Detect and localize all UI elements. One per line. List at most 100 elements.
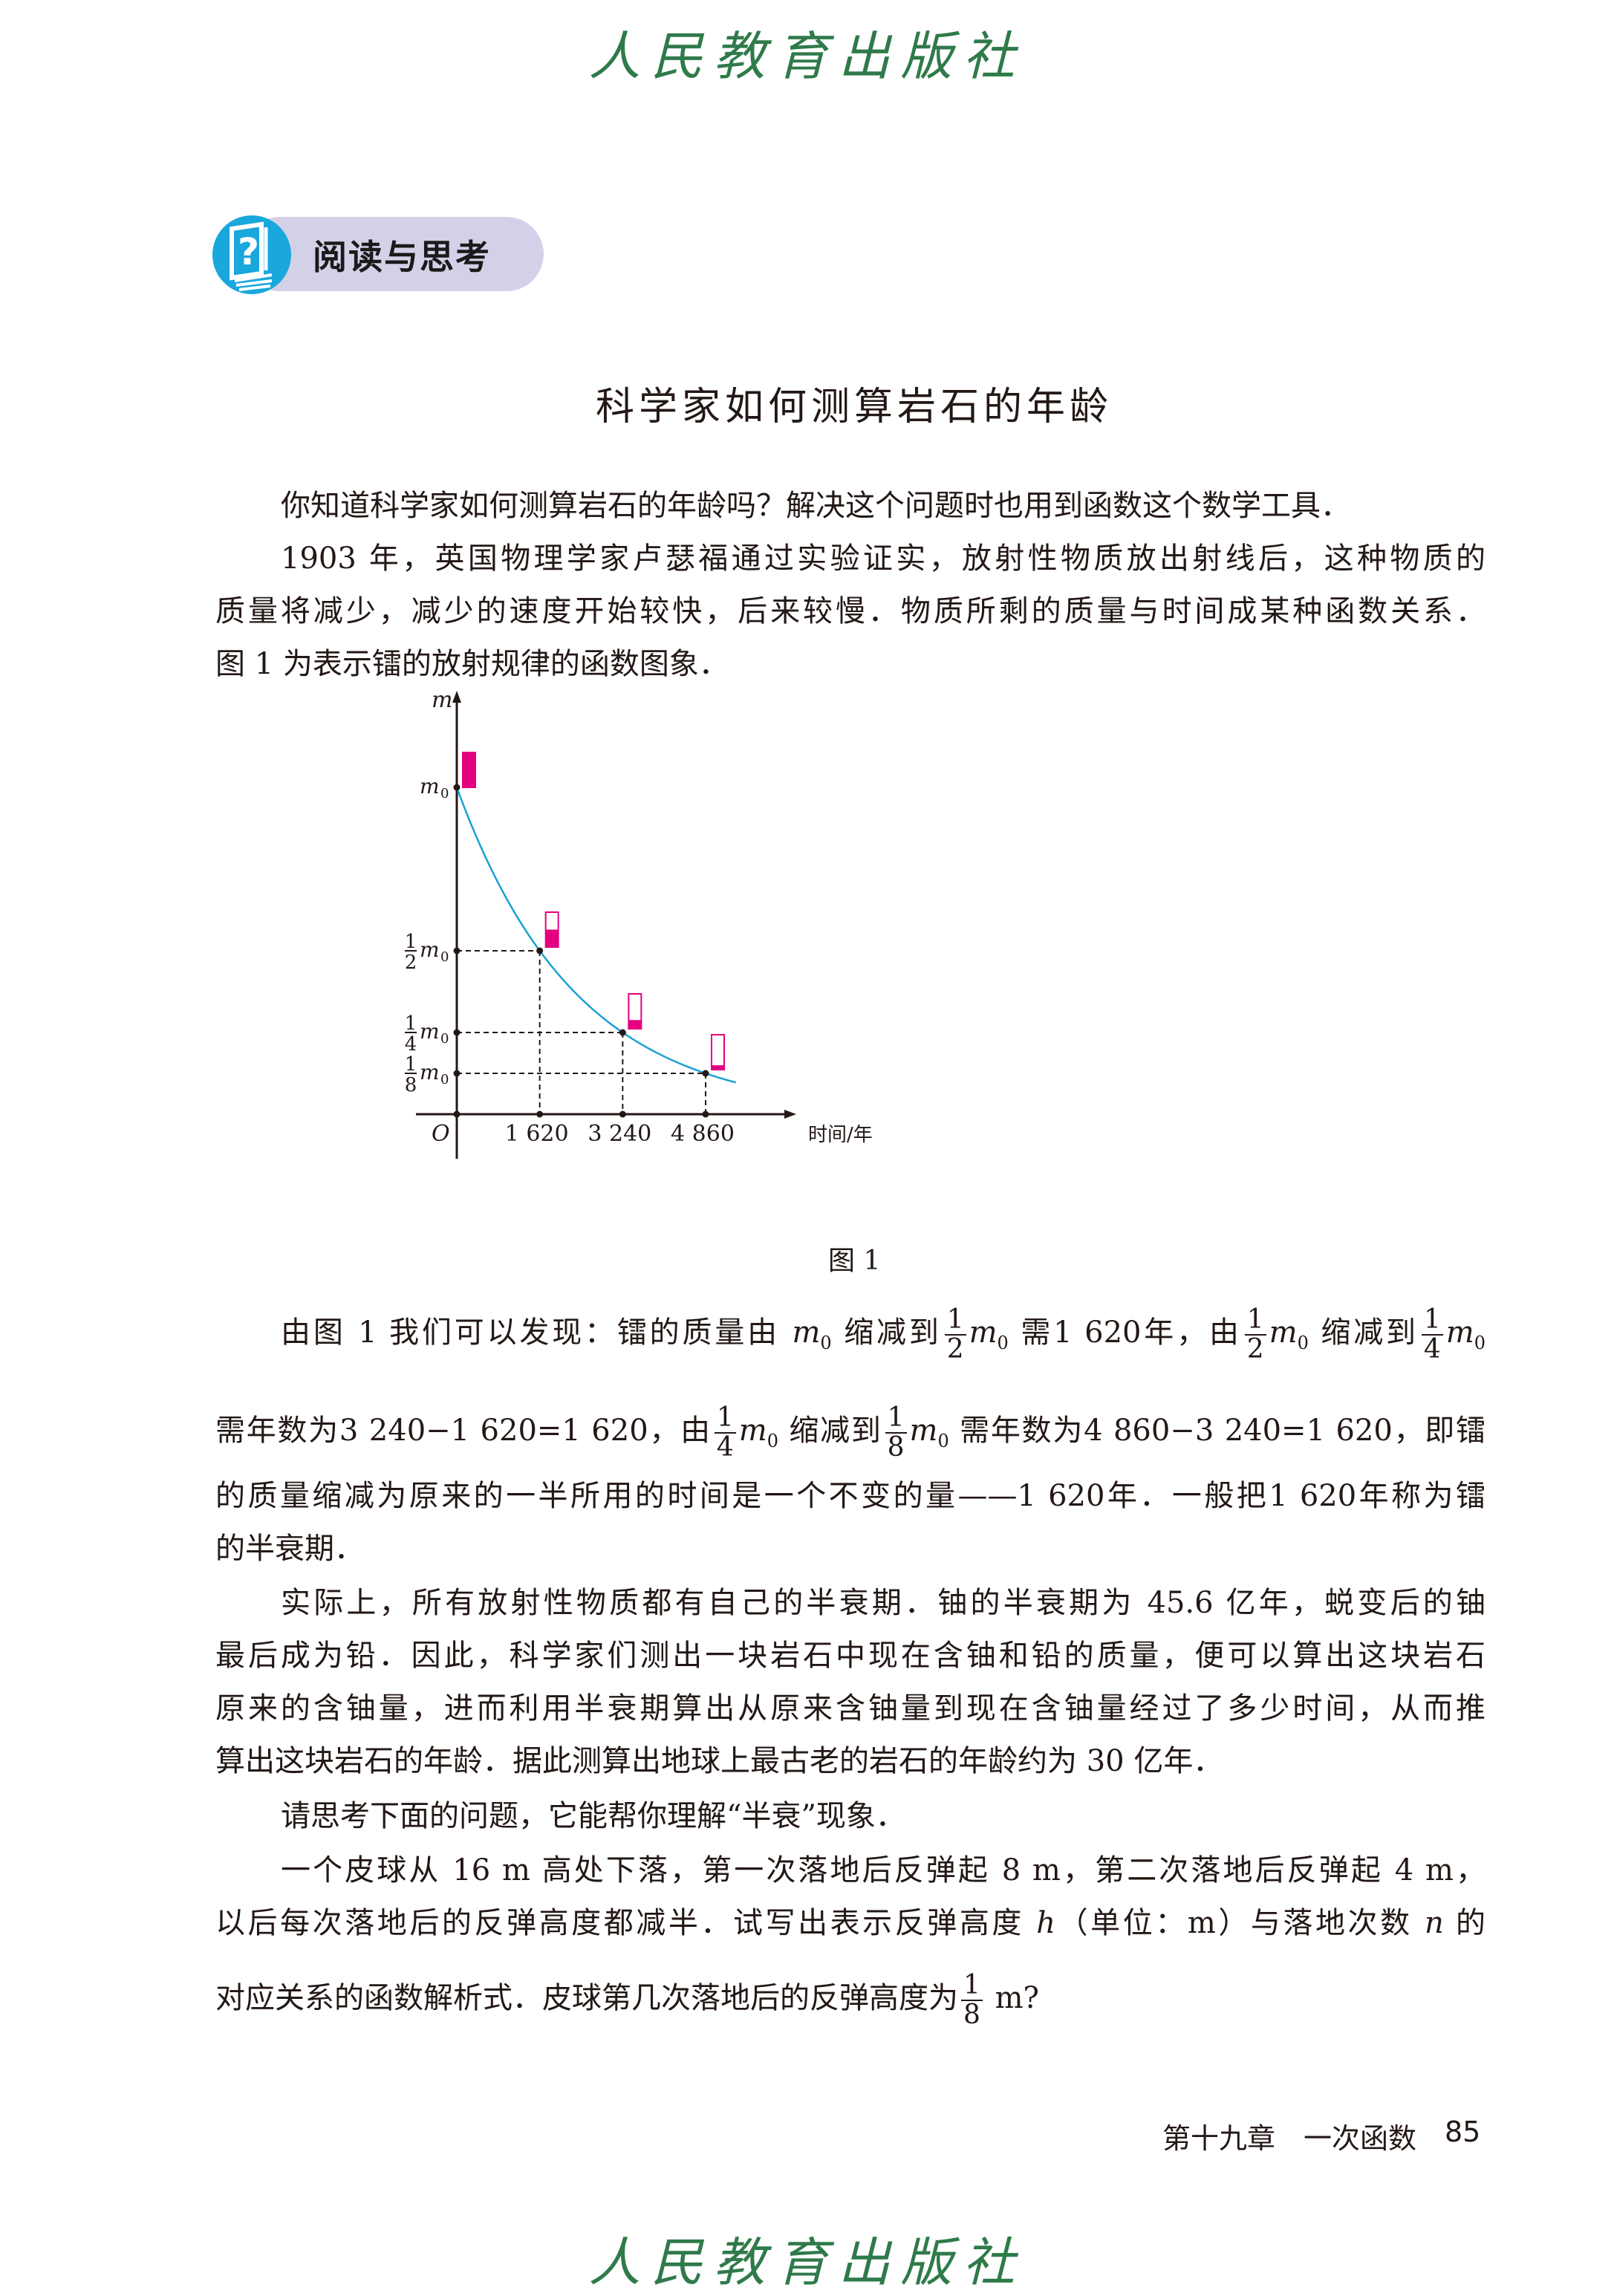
text-line: 你知道科学家如何测算岩石的年龄吗？解决这个问题时也用到函数这个数学工具． — [281, 488, 1486, 524]
text-run: 缩减到 — [1308, 1316, 1419, 1350]
fraction-numerator: 1 — [1421, 1306, 1443, 1336]
subscript: 0 — [997, 1333, 1009, 1353]
text-run: 原来的含铀量，进而利用半衰期算出从原来含铀量到现在含铀量经过了多少时间，从而推 — [215, 1691, 1486, 1726]
text-run: 1903 年，英国物理学家卢瑟福通过实验证实，放射性物质放出射线后，这种物质的 — [281, 542, 1486, 576]
y-tick-dot — [453, 784, 461, 791]
y-tick-numerator: 1 — [405, 1012, 417, 1035]
text-run: 质量将减少，减少的速度开始较快，后来较慢．物质所剩的质量与时间成某种函数关系． — [215, 594, 1486, 628]
text-run: 最后成为铅．因此，科学家们测出一块岩石中现在含铀和铅的质量，便可以算出这块岩石 — [215, 1639, 1486, 1673]
fraction-numerator: 1 — [961, 1971, 983, 2001]
y-tick-numerator: 1 — [405, 1053, 417, 1076]
math-variable: m0 — [738, 1414, 778, 1451]
y-tick-subscript: 0 — [440, 1072, 449, 1087]
x-tick-label: 3 240 — [588, 1121, 651, 1147]
sample-container — [711, 1034, 725, 1070]
sample-remaining-mass — [545, 929, 559, 947]
text-line: 的半衰期． — [215, 1531, 1486, 1567]
text-run: 实际上，所有放射性物质都有自己的半衰期．铀的半衰期为 45.6 亿年，蜕变后的铀 — [281, 1586, 1486, 1620]
text-run: 需年数为3 240−1 620=1 620，由 — [215, 1414, 712, 1448]
data-point — [619, 1029, 626, 1036]
y-tick-label: m — [420, 937, 440, 962]
text-line: 实际上，所有放射性物质都有自己的半衰期．铀的半衰期为 45.6 亿年，蜕变后的铀 — [281, 1585, 1486, 1621]
text-run: 以后每次落地后的反弹高度都减半．试写出表示反弹高度 — [215, 1906, 1037, 1940]
subscript: 0 — [1297, 1333, 1309, 1353]
text-line: 由图 1 我们可以发现：镭的质量由 m0 缩减到 1 2 m0 需1 620年，由 1 2… — [281, 1306, 1486, 1364]
y-tick-subscript: 0 — [440, 786, 449, 801]
text-line: 最后成为铅．因此，科学家们测出一块岩石中现在含铀和铅的质量，便可以算出这块岩石 — [215, 1638, 1486, 1674]
publisher-logo-bottom: 人民教育出版社 — [588, 2232, 1026, 2293]
math-variable: h — [1036, 1906, 1056, 1940]
fraction-denominator: 4 — [716, 1432, 734, 1463]
fraction-numerator: 1 — [885, 1404, 907, 1434]
text-line: 以后每次落地后的反弹高度都减半．试写出表示反弹高度 h（单位：m）与落地次数 n… — [215, 1905, 1486, 1941]
math-variable: m0 — [792, 1316, 832, 1353]
decay-curve — [455, 787, 737, 1084]
math-variable: m0 — [1269, 1316, 1309, 1353]
text-run: 的 — [1443, 1906, 1486, 1940]
x-tick-dot — [619, 1110, 626, 1118]
text-run: 需年数为4 860−3 240=1 620，即镭 — [948, 1414, 1486, 1448]
y-tick-subscript: 0 — [440, 949, 449, 965]
origin-label: O — [432, 1121, 450, 1147]
x-tick-dot — [536, 1110, 544, 1118]
text-run: （单位：m）与落地次数 — [1055, 1906, 1425, 1940]
x-axis-label: 时间/年 — [808, 1124, 873, 1146]
page-number: 85 — [1445, 2115, 1481, 2148]
y-tick-denominator: 2 — [405, 952, 417, 974]
text-line: 请思考下面的问题，它能帮你理解“半衰”现象． — [281, 1798, 1486, 1834]
y-axis-arrow — [452, 691, 461, 703]
article-title: 科学家如何测算岩石的年龄 — [595, 385, 1113, 429]
x-tick-label: 1 620 — [505, 1121, 569, 1147]
y-axis-label: m — [432, 687, 452, 713]
badge-pill — [242, 217, 544, 291]
x-tick-label: 4 860 — [671, 1121, 735, 1147]
fraction-denominator: 2 — [946, 1334, 964, 1365]
text-line: 的质量缩减为原来的一半所用的时间是一个不变的量——1 620年．一般把1 620… — [215, 1478, 1486, 1514]
text-run: m? — [985, 1981, 1039, 2015]
text-run: 由图 1 我们可以发现：镭的质量由 — [281, 1316, 793, 1350]
text-run: 缩减到 — [778, 1414, 882, 1448]
text-run: 需1 620年，由 — [1008, 1316, 1242, 1350]
y-tick-subscript: 0 — [440, 1031, 449, 1047]
svg-text:?: ? — [238, 230, 259, 273]
origin-dot — [453, 1110, 461, 1118]
fraction-numerator: 1 — [944, 1306, 966, 1336]
fraction-numerator: 1 — [714, 1404, 736, 1434]
x-tick-dot — [702, 1110, 709, 1118]
section-label: 阅读与思考 — [313, 237, 491, 277]
math-variable: n — [1424, 1906, 1444, 1940]
text-line: 需年数为3 240−1 620=1 620，由 1 4 m0 缩减到 1 8 m0 需年数为… — [215, 1404, 1486, 1462]
footer-chapter: 第十九章 一次函数 — [1162, 2122, 1417, 2155]
figure-caption: 图 1 — [828, 1246, 881, 1276]
text-run: 算出这块岩石的年龄．据此测算出地球上最古老的岩石的年龄约为 30 亿年． — [215, 1744, 1223, 1778]
text-run: 的质量缩减为原来的一半所用的时间是一个不变的量——1 620年．一般把1 620… — [215, 1479, 1486, 1513]
text-run: 一个皮球从 16 m 高处下落，第一次落地后反弹起 8 m，第二次落地后反弹起 … — [281, 1853, 1486, 1887]
subscript: 0 — [767, 1431, 778, 1451]
text-line: 图 1 为表示镭的放射规律的函数图象． — [215, 646, 1486, 682]
text-run: 的半衰期． — [215, 1532, 364, 1566]
subscript: 0 — [1474, 1333, 1486, 1353]
text-run: 图 1 为表示镭的放射规律的函数图象． — [215, 647, 729, 681]
text-line: 质量将减少，减少的速度开始较快，后来较慢．物质所剩的质量与时间成某种函数关系． — [215, 593, 1486, 629]
y-tick-denominator: 8 — [405, 1074, 417, 1096]
question-book-icon: ? — [212, 215, 291, 294]
y-tick-label: m — [420, 774, 440, 799]
text-run: 你知道科学家如何测算岩石的年龄吗？解决这个问题时也用到函数这个数学工具． — [281, 489, 1350, 523]
fraction-denominator: 8 — [963, 2000, 980, 2030]
math-variable: m0 — [1445, 1316, 1486, 1353]
y-tick-label: m — [420, 1019, 440, 1044]
text-line: 对应关系的函数解析式．皮球第几次落地后的反弹高度为 1 8 m? — [215, 1971, 1486, 2029]
math-variable: m0 — [909, 1414, 949, 1451]
publisher-logo-top: 人民教育出版社 — [588, 26, 1026, 87]
text-run: 请思考下面的问题，它能帮你理解“半衰”现象． — [281, 1799, 905, 1833]
data-point — [536, 947, 544, 955]
subscript: 0 — [937, 1431, 949, 1451]
fraction-denominator: 8 — [887, 1432, 905, 1463]
